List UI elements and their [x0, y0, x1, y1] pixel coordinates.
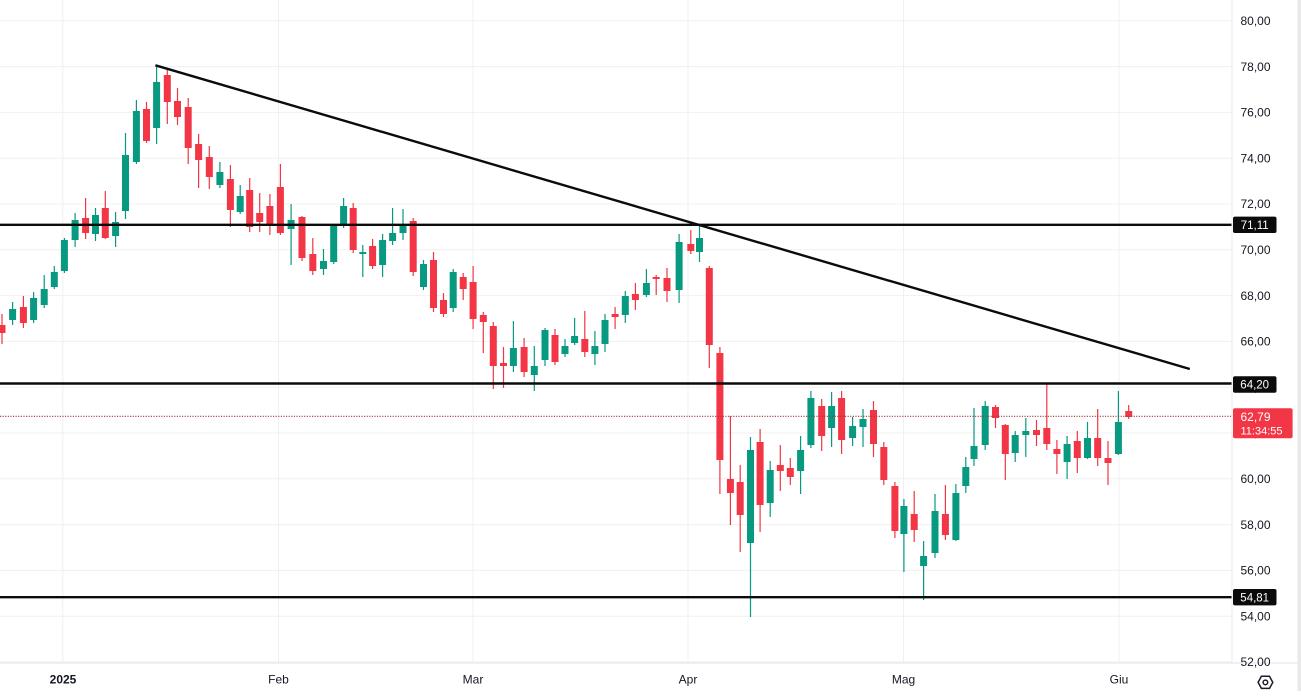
svg-text:Mag: Mag [892, 673, 915, 687]
svg-text:78,00: 78,00 [1241, 60, 1271, 74]
svg-text:68,00: 68,00 [1241, 289, 1271, 303]
svg-text:54,81: 54,81 [1240, 592, 1269, 604]
svg-text:72,00: 72,00 [1241, 197, 1271, 211]
svg-text:70,00: 70,00 [1241, 243, 1271, 257]
svg-text:2025: 2025 [50, 673, 77, 687]
svg-text:11:34:55: 11:34:55 [1241, 426, 1283, 438]
svg-text:64,20: 64,20 [1240, 380, 1269, 392]
svg-text:62,79: 62,79 [1241, 410, 1271, 424]
svg-text:52,00: 52,00 [1241, 655, 1271, 669]
svg-text:56,00: 56,00 [1241, 564, 1271, 578]
svg-text:Apr: Apr [679, 673, 698, 687]
svg-text:Feb: Feb [268, 673, 289, 687]
svg-text:Giu: Giu [1110, 673, 1129, 687]
svg-text:74,00: 74,00 [1241, 151, 1271, 165]
svg-text:58,00: 58,00 [1241, 518, 1271, 532]
svg-text:54,00: 54,00 [1241, 609, 1271, 623]
svg-text:Mar: Mar [463, 673, 484, 687]
svg-text:71,11: 71,11 [1241, 220, 1269, 232]
svg-text:66,00: 66,00 [1241, 335, 1271, 349]
svg-text:76,00: 76,00 [1241, 106, 1271, 120]
svg-text:60,00: 60,00 [1241, 472, 1271, 486]
svg-text:80,00: 80,00 [1241, 14, 1271, 28]
